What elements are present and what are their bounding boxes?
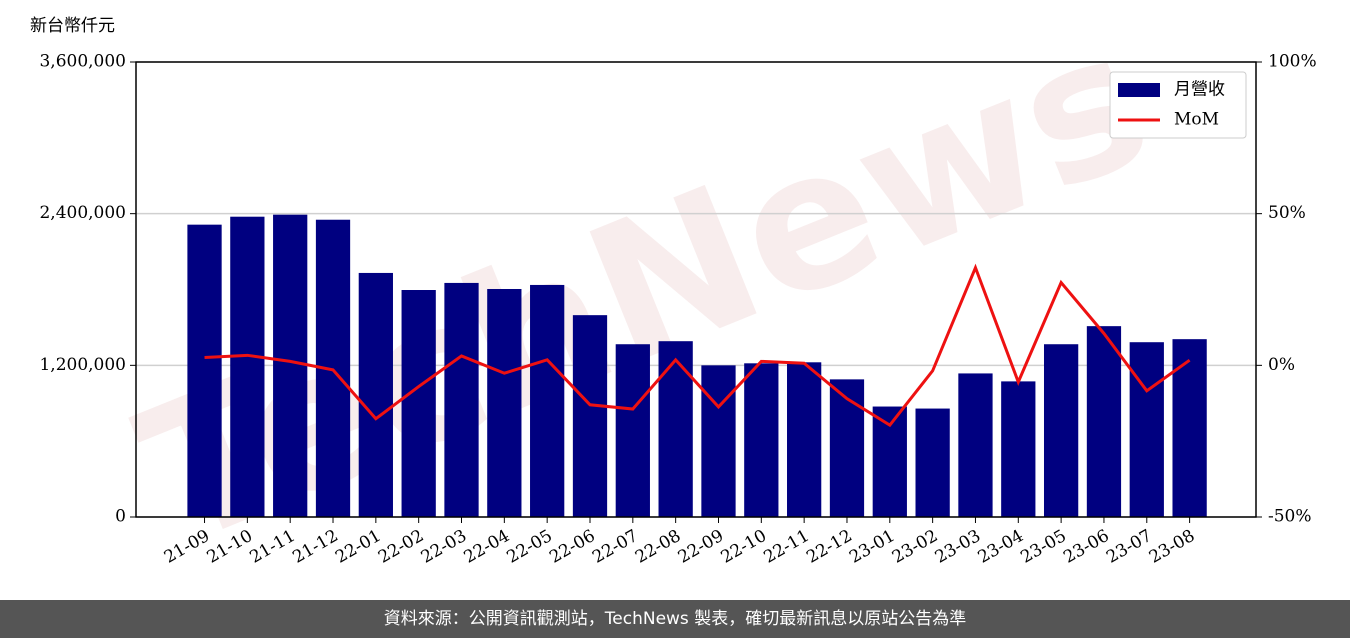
x-tick-label: 22-05 — [503, 526, 555, 568]
bar — [1043, 344, 1079, 517]
x-tick-label: 22-11 — [760, 526, 812, 568]
bar — [658, 341, 693, 517]
bar — [1172, 339, 1207, 517]
footer-bar — [0, 600, 1350, 638]
bar — [401, 290, 436, 517]
footer: 資料來源：公開資訊觀測站，TechNews 製表，確切最新訊息以原站公告為準 — [384, 609, 966, 629]
x-tick-label: 22-06 — [546, 526, 598, 568]
legend-swatch — [1118, 83, 1160, 97]
bar — [1086, 326, 1122, 517]
x-tick-label: 22-04 — [461, 526, 513, 568]
x-tick-label: 23-07 — [1103, 526, 1155, 568]
y2-tick-label: -50% — [1268, 507, 1312, 527]
y-tick-label: 1,200,000 — [39, 355, 126, 375]
x-tick-label: 22-10 — [718, 526, 770, 568]
x-tick-label: 23-03 — [932, 526, 984, 568]
bar — [829, 379, 865, 517]
bar — [572, 315, 608, 517]
x-tick-label: 22-07 — [589, 526, 641, 568]
y2-tick-label: 100% — [1268, 52, 1317, 72]
plot-frame — [135, 61, 1257, 518]
y-axis-label: 新台幣仟元 — [30, 16, 115, 36]
x-tick-label: 23-02 — [889, 526, 941, 568]
bar — [358, 272, 393, 517]
y-tick-label: 3,600,000 — [39, 52, 126, 72]
bar — [230, 216, 265, 517]
bar — [187, 224, 222, 517]
x-tick-label: 22-01 — [332, 526, 384, 568]
x-tick-label: 23-04 — [975, 526, 1027, 568]
x-tick-label: 23-06 — [1060, 526, 1112, 568]
bar — [444, 282, 479, 517]
y-tick-label: 2,400,000 — [39, 203, 126, 223]
bar — [530, 284, 565, 517]
x-tick-label: 23-08 — [1146, 526, 1198, 568]
legend-label: 月營收 — [1174, 80, 1225, 100]
x-tick-label: 22-03 — [418, 526, 470, 568]
y2-tick-label: 50% — [1268, 203, 1306, 223]
bar — [744, 363, 779, 517]
legend-label: MoM — [1174, 110, 1219, 130]
bar — [1129, 342, 1164, 517]
y-tick-label: 0 — [115, 507, 126, 527]
x-tick-label: 22-12 — [803, 526, 855, 568]
bar — [787, 362, 822, 517]
x-tick-label: 22-09 — [675, 526, 727, 568]
bar — [958, 373, 993, 517]
bar — [915, 408, 950, 517]
x-tick-label: 22-02 — [375, 526, 427, 568]
bar — [273, 214, 308, 517]
x-tick-label: 23-05 — [1017, 526, 1069, 568]
bar — [701, 365, 736, 517]
y2-tick-label: 0% — [1268, 355, 1295, 375]
bar — [487, 288, 522, 517]
bar — [615, 344, 650, 517]
x-tick-label: 23-01 — [846, 526, 898, 568]
bar — [1001, 381, 1036, 517]
x-tick-label: 22-08 — [632, 526, 684, 568]
line — [204, 263, 1191, 428]
